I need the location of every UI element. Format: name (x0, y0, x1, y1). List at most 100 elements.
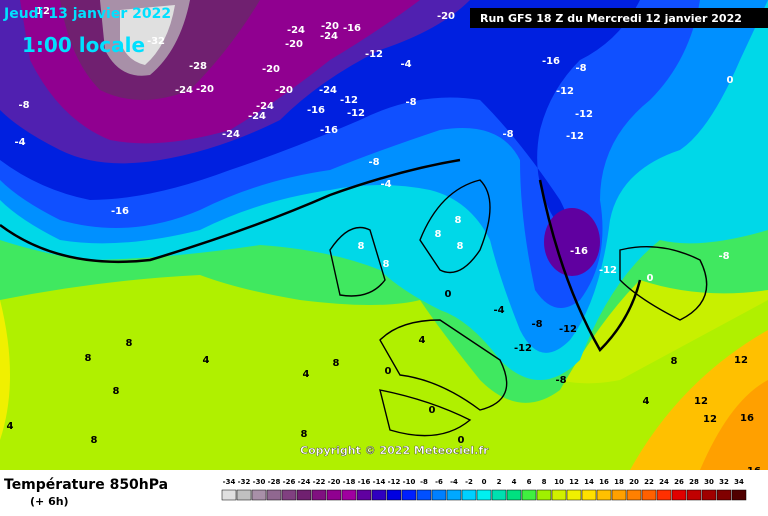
contour-label: -16 (542, 56, 560, 67)
contour-label: -24 (175, 85, 193, 96)
contour-label: 0 (445, 289, 452, 300)
contour-label: 8 (435, 229, 442, 240)
scale-swatch (686, 489, 702, 501)
contour-label: -8 (555, 375, 566, 386)
scale-swatch (311, 489, 327, 501)
scale-tick-label: 20 (629, 478, 639, 486)
contour-label: 8 (301, 429, 308, 440)
contour-label: 4 (7, 421, 14, 432)
contour-label: -20 (196, 84, 214, 95)
scale-tick-label: -18 (343, 478, 356, 486)
legend-title: Température 850hPa (4, 477, 168, 493)
scale-swatch (386, 489, 402, 501)
contour-label: 12 (703, 414, 717, 425)
scale-tick-label: 28 (689, 478, 699, 486)
contour-label: 8 (358, 241, 365, 252)
contour-label: -12 (559, 324, 577, 335)
run-info: Run GFS 18 Z du Mercredi 12 janvier 2022 (480, 12, 742, 25)
scale-swatch (401, 489, 417, 501)
contour-label: -24 (287, 25, 305, 36)
contour-label: -12 (32, 6, 50, 17)
contour-label: -28 (189, 61, 207, 72)
contour-label: -12 (365, 49, 383, 60)
scale-swatch (641, 489, 657, 501)
scale-swatch (371, 489, 387, 501)
contour-label: -12 (575, 109, 593, 120)
scale-tick-label: 4 (512, 478, 517, 486)
scale-tick-label: -12 (388, 478, 401, 486)
contour-label: -24 (222, 129, 240, 140)
contour-label: -20 (437, 11, 455, 22)
contour-label: -20 (275, 85, 293, 96)
scale-swatch (551, 489, 567, 501)
contour-label: -8 (502, 129, 513, 140)
contour-label: -8 (718, 251, 729, 262)
contour-label: -32 (147, 36, 165, 47)
contour-label: 8 (333, 358, 340, 369)
scale-swatch (431, 489, 447, 501)
map-background (0, 0, 768, 470)
forecast-time: 1:00 locale (22, 33, 145, 57)
scale-tick-label: 12 (569, 478, 579, 486)
contour-label: 12 (694, 396, 708, 407)
contour-label: -12 (347, 108, 365, 119)
contour-label: 8 (91, 435, 98, 446)
scale-swatch (656, 489, 672, 501)
contour-label: 8 (383, 259, 390, 270)
contour-label: 4 (303, 369, 310, 380)
scale-tick-label: 22 (644, 478, 654, 486)
contour-label: 0 (458, 435, 465, 446)
contour-label: -8 (531, 319, 542, 330)
scale-tick-label: 30 (704, 478, 714, 486)
coastlines (0, 158, 708, 437)
scale-tick-label: 34 (734, 478, 744, 486)
scale-swatch (671, 489, 687, 501)
scale-swatch (326, 489, 342, 501)
run-banner (470, 8, 768, 28)
scale-swatch (611, 489, 627, 501)
contour-label: 4 (419, 335, 426, 346)
contour-label: 8 (457, 241, 464, 252)
copyright: Copyright © 2022 Meteociel.fr (300, 444, 489, 457)
contour-label: 8 (455, 215, 462, 226)
contour-labels: -12-32-28-24 -20-20-20-24 -20-24-16-20-12-… (7, 6, 761, 477)
contour-label: -4 (380, 179, 391, 190)
contour-label: -20 (321, 21, 339, 32)
contour-label: -8 (405, 97, 416, 108)
contour-label: -20 (262, 64, 280, 75)
contour-label: 4 (203, 355, 210, 366)
scale-tick-label: 32 (719, 478, 729, 486)
contour-label: -24 (320, 31, 338, 42)
scale-swatch (236, 489, 252, 501)
forecast-date: Jeudi 13 janvier 2022 (3, 6, 171, 22)
scale-swatch (536, 489, 552, 501)
scale-tick-label: -24 (298, 478, 311, 486)
scale-swatch (296, 489, 312, 501)
scale-swatch (251, 489, 267, 501)
contour-label: 12 (734, 355, 748, 366)
contour-label: -12 (599, 265, 617, 276)
scale-tick-label: -26 (283, 478, 296, 486)
contour-label: -16 (307, 105, 325, 116)
scale-tick-label: 2 (497, 478, 502, 486)
scale-tick-label: -16 (358, 478, 371, 486)
scale-swatch (476, 489, 492, 501)
contour-label: 0 (429, 405, 436, 416)
contour-label: -24 (319, 85, 337, 96)
scale-tick-label: 14 (584, 478, 594, 486)
scale-tick-label: -8 (420, 478, 428, 486)
scale-tick-label: -22 (313, 478, 326, 486)
contour-label: -4 (14, 137, 25, 148)
contour-label: 0 (727, 75, 734, 86)
contour-label: 8 (126, 338, 133, 349)
scale-tick-label: 16 (599, 478, 609, 486)
scale-swatch (521, 489, 537, 501)
contour-label: -16 (570, 246, 588, 257)
scale-swatch (281, 489, 297, 501)
scale-swatch (266, 489, 282, 501)
scale-tick-label: -6 (435, 478, 443, 486)
scale-swatch (221, 489, 237, 501)
scale-tick-label: -20 (328, 478, 341, 486)
scale-tick-label: -2 (465, 478, 473, 486)
